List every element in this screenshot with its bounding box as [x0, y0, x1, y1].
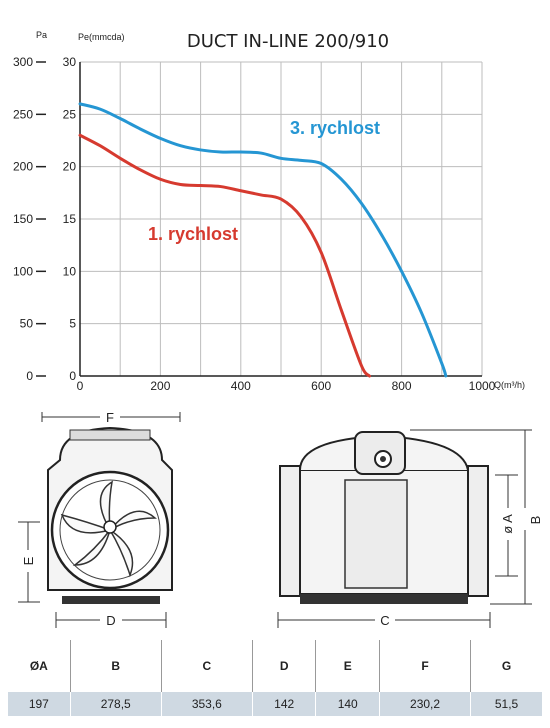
pa-tick-label: 150	[13, 212, 33, 226]
table-cell: 140	[315, 692, 380, 716]
dimension-label-c: C	[380, 613, 389, 628]
pa-tick-label: 50	[20, 317, 34, 331]
mmcda-tick-label: 25	[63, 107, 77, 121]
mmcda-tick-label: 0	[69, 369, 76, 383]
series-line-2	[78, 102, 448, 378]
side-view-drawing: C ø A B	[277, 429, 543, 628]
table-cell: 142	[252, 692, 317, 716]
dimension-label-a: ø A	[500, 514, 515, 534]
table-cell: 278,5	[70, 692, 162, 716]
x-tick-label: 1000	[469, 379, 496, 393]
x-axis-unit: Q(m³/h)	[494, 380, 525, 390]
x-tick-label: 400	[231, 379, 251, 393]
x-tick-label: 200	[150, 379, 170, 393]
chart-grid	[79, 61, 483, 377]
mmcda-tick-label: 30	[63, 55, 77, 69]
dimension-label-f: F	[106, 410, 114, 425]
table-header-cell: E	[315, 640, 380, 692]
table-header-cell: D	[252, 640, 317, 692]
table-cell: 353,6	[161, 692, 253, 716]
chart-title: DUCT IN-LINE 200/910	[187, 31, 389, 52]
performance-chart: DUCT IN-LINE 200/910 Pa Pe(mmcda) Q(m³/h…	[13, 30, 525, 393]
fan-blades	[60, 480, 157, 578]
table-header-cell: F	[379, 640, 472, 692]
series-label-3: 3. rychlost	[290, 118, 380, 138]
dimension-label-d: D	[106, 613, 115, 628]
dimension-label-e: E	[21, 556, 36, 565]
x-tick-label: 800	[392, 379, 412, 393]
right-axis-unit: Pe(mmcda)	[78, 32, 125, 42]
pa-tick-label: 100	[13, 264, 33, 278]
table-header-cell: B	[70, 640, 162, 692]
mmcda-tick-label: 15	[63, 212, 77, 226]
mmcda-tick-label: 5	[69, 317, 76, 331]
mmcda-tick-label: 20	[63, 160, 77, 174]
table-header-cell: ØA	[8, 640, 71, 692]
mmcda-tick-label: 10	[63, 264, 77, 278]
series-layer	[78, 102, 448, 378]
series-label-1: 1. rychlost	[148, 224, 238, 244]
pa-tick-label: 250	[13, 107, 33, 121]
table-row: 197 278,5 353,6 142 140 230,2 51,5	[8, 692, 542, 716]
table-cell: 197	[8, 692, 71, 716]
table-header-cell: G	[470, 640, 542, 692]
series-line-1	[78, 133, 371, 378]
pa-tick-label: 300	[13, 55, 33, 69]
x-tick-label: 0	[77, 379, 84, 393]
table-cell: 230,2	[379, 692, 472, 716]
dimension-label-b: B	[528, 516, 543, 525]
table-header-cell: C	[161, 640, 253, 692]
front-view-drawing: F D E	[18, 410, 181, 628]
pa-tick-label: 0	[26, 369, 33, 383]
technical-drawings: F D E	[18, 410, 543, 628]
table-header-row: ØA B C D E F G	[8, 640, 542, 692]
table-cell: 51,5	[470, 692, 542, 716]
x-tick-label: 600	[311, 379, 331, 393]
pa-tick-label: 200	[13, 160, 33, 174]
dimensions-table: ØA B C D E F G 197 278,5 353,6 142 140 2…	[8, 640, 542, 716]
left-axis-unit: Pa	[36, 30, 47, 40]
